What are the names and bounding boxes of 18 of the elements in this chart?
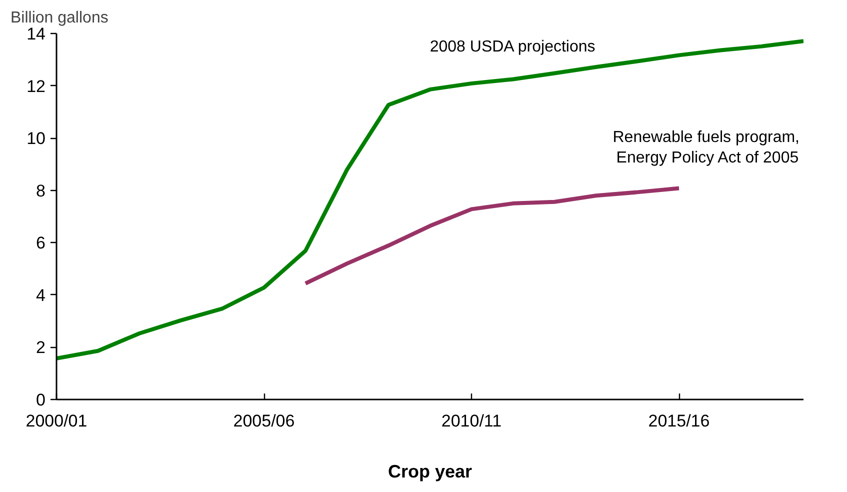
x-tick-label: 2015/16 [648, 412, 710, 430]
series-label: 2008 USDA projections [430, 38, 596, 56]
line-series [304, 186, 681, 286]
y-tick-label: 8 [36, 181, 46, 200]
x-tick-label: 2010/11 [441, 412, 502, 430]
y-axis-title: Billion gallons [10, 10, 108, 26]
y-tick-label: 4 [36, 286, 46, 305]
x-tick-label: 2005/06 [233, 412, 295, 430]
y-tick-label: 12 [26, 76, 46, 96]
y-tick-label: 14 [26, 24, 46, 44]
y-tick-label: 10 [26, 129, 46, 148]
y-tick-label: 2 [36, 338, 46, 358]
line-series [56, 39, 804, 360]
y-tick-label: 0 [36, 390, 46, 410]
y-tick-label: 6 [36, 234, 46, 253]
x-axis-title: Crop year [388, 462, 472, 482]
x-tick-label: 2000/01 [26, 412, 88, 430]
series-label: Renewable fuels program, Energy Policy Act of 2005 [612, 128, 800, 166]
